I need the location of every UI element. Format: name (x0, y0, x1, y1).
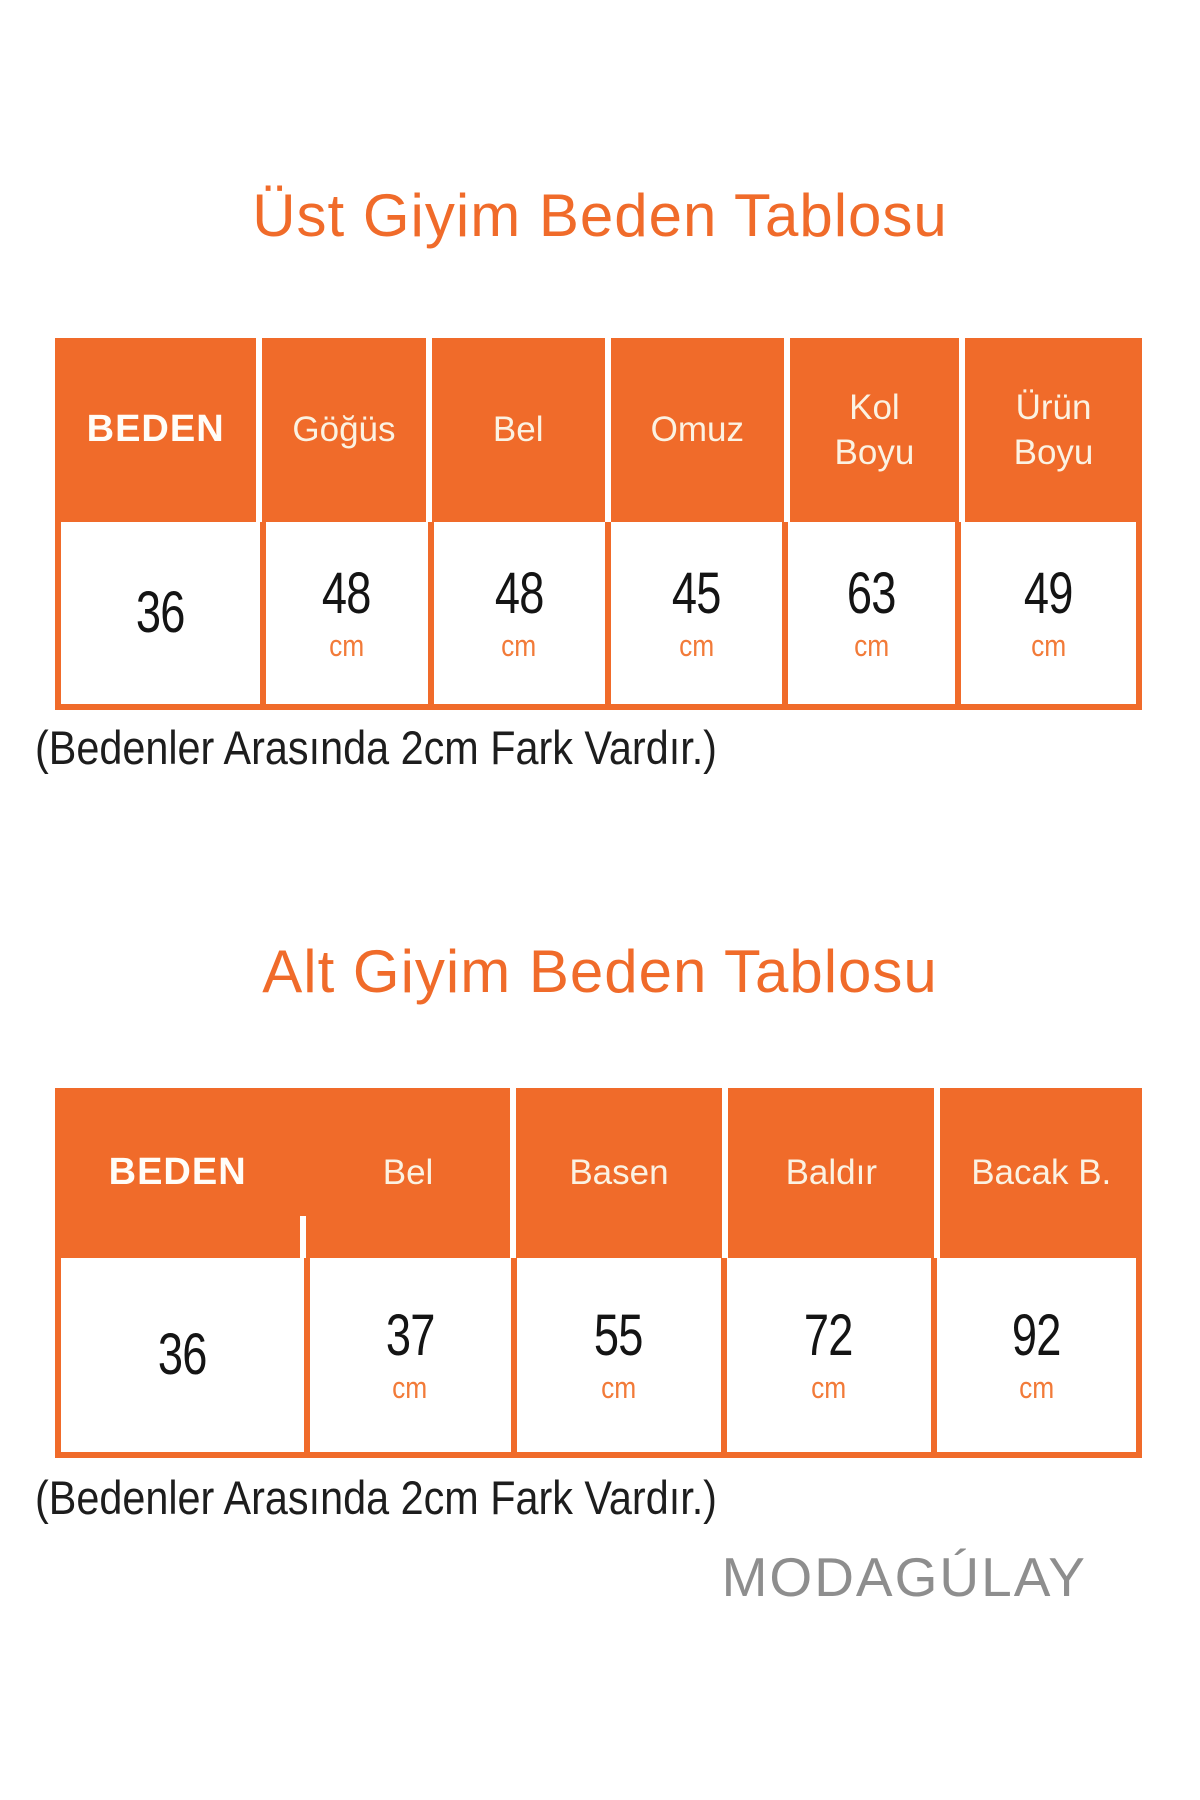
lower-cell-bacak-boyu: 92 cm (936, 1258, 1136, 1452)
measure-unit: cm (329, 628, 365, 663)
upper-header-kol-boyu: Kol Boyu (789, 338, 960, 522)
lower-table-title: Alt Giyim Beden Tablosu (262, 938, 938, 1005)
measure-value: 48 (322, 561, 372, 626)
brand-logo: MODAGÚLAY (721, 1546, 1087, 1608)
lower-header-bel: Bel (306, 1088, 510, 1258)
measure-unit: cm (501, 628, 537, 663)
measure-unit: cm (853, 628, 889, 663)
upper-table-data-row: 36 48 cm 48 cm 45 cm 63 cm 49 cm (55, 522, 1142, 710)
measure-value: 49 (1024, 561, 1074, 626)
header-divider-patch (299, 1088, 308, 1216)
upper-cell-gogus: 48 cm (266, 522, 428, 704)
lower-table-header-row: BEDEN Bel Basen Baldır Bacak B. (55, 1088, 1142, 1258)
upper-cell-kol-boyu: 63 cm (787, 522, 956, 704)
upper-size-table: BEDEN Göğüs Bel Omuz Kol Boyu Ürün Boyu … (55, 338, 1142, 710)
measure-value: 45 (671, 561, 722, 626)
measure-value: 48 (494, 561, 545, 626)
measure-value: 63 (847, 561, 897, 626)
upper-table-note: (Bedenler Arasında 2cm Fark Vardır.) (35, 721, 717, 774)
measure-unit: cm (1030, 628, 1067, 663)
measure-value: 92 (1011, 1303, 1062, 1368)
upper-header-omuz: Omuz (610, 338, 784, 522)
measure-unit: cm (678, 628, 714, 663)
upper-header-beden: BEDEN (55, 338, 257, 522)
lower-header-beden: BEDEN (55, 1088, 301, 1258)
lower-table-note: (Bedenler Arasında 2cm Fark Vardır.) (35, 1471, 717, 1524)
lower-header-bacak-boyu: Bacak B. (940, 1088, 1142, 1258)
lower-header-baldir: Baldır (728, 1088, 935, 1258)
measure-unit: cm (392, 1370, 428, 1405)
lower-cell-bel: 37 cm (309, 1258, 511, 1452)
lower-cell-basen: 55 cm (516, 1258, 721, 1452)
size-value: 36 (136, 580, 186, 645)
measure-unit: cm (1018, 1370, 1054, 1405)
upper-cell-size: 36 (61, 522, 260, 704)
lower-size-table: BEDEN Bel Basen Baldır Bacak B. 36 37 cm… (55, 1088, 1142, 1458)
upper-table-header-row: BEDEN Göğüs Bel Omuz Kol Boyu Ürün Boyu (55, 338, 1142, 522)
upper-cell-urun-boyu: 49 cm (961, 522, 1136, 704)
measure-value: 55 (594, 1303, 644, 1368)
lower-header-basen: Basen (515, 1088, 723, 1258)
measure-unit: cm (601, 1370, 637, 1405)
upper-header-bel: Bel (431, 338, 605, 522)
measure-unit: cm (811, 1370, 847, 1405)
lower-cell-baldir: 72 cm (726, 1258, 931, 1452)
lower-cell-size: 36 (61, 1258, 304, 1452)
upper-table-title: Üst Giyim Beden Tablosu (252, 182, 948, 249)
lower-table-data-row: 36 37 cm 55 cm 72 cm 92 cm (55, 1258, 1142, 1458)
upper-cell-bel: 48 cm (433, 522, 605, 704)
upper-header-gogus: Göğüs (262, 338, 426, 522)
upper-header-urun-boyu: Ürün Boyu (965, 338, 1142, 522)
size-value: 36 (157, 1322, 208, 1387)
upper-cell-omuz: 45 cm (610, 522, 782, 704)
measure-value: 37 (385, 1303, 436, 1368)
measure-value: 72 (804, 1303, 854, 1368)
